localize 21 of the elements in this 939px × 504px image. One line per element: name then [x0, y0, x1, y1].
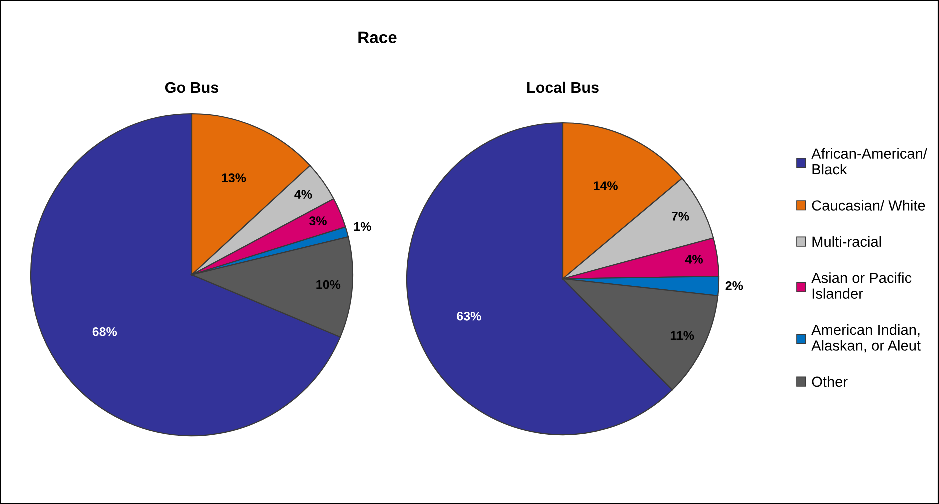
data-label: 68% [92, 327, 118, 336]
data-label: 10% [316, 280, 341, 290]
legend-label: Multi-racial [812, 236, 882, 248]
data-label: 2% [726, 282, 744, 290]
data-label: 7% [672, 212, 690, 221]
data-label: 11% [670, 331, 694, 340]
chart-subtitle: Go Bus [165, 82, 219, 94]
data-label: 14% [594, 182, 618, 190]
data-label: 63% [457, 312, 482, 321]
data-label: 4% [685, 255, 704, 264]
data-label: 13% [222, 174, 246, 182]
data-label: 1% [354, 222, 372, 232]
legend-label: Other [812, 376, 848, 388]
legend-label: Caucasian/ White [812, 200, 926, 211]
chart-subtitle: Local Bus [528, 82, 599, 94]
chart-title: Race [358, 32, 397, 44]
legend-label: African-American/ Black [812, 148, 928, 175]
legend-label: American Indian, Alaskan, or Aleut [812, 324, 921, 353]
data-label: 3% [309, 216, 327, 226]
data-label: 4% [294, 190, 312, 199]
legend-label: Asian or Pacific Islander [812, 272, 912, 300]
